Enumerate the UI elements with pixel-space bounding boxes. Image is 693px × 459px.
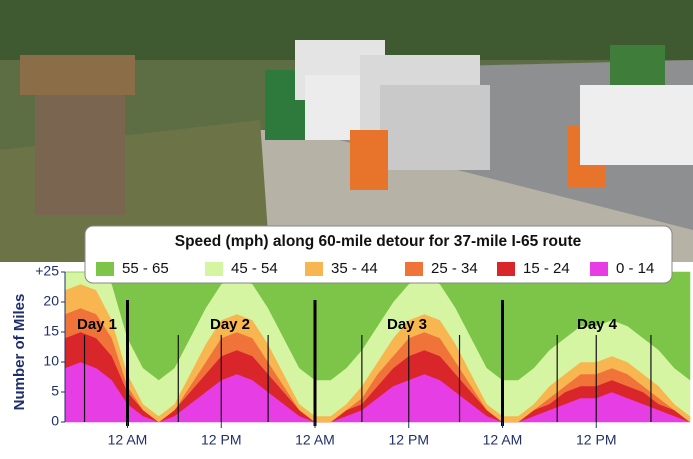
y-tick-label: +25	[35, 263, 59, 279]
legend-swatch	[305, 262, 323, 276]
legend-swatch	[590, 262, 608, 276]
legend-box	[84, 225, 673, 284]
legend-swatch	[405, 262, 423, 276]
plot-area	[64, 271, 691, 426]
legend-swatch	[96, 262, 114, 276]
x-tick-label: 12 AM	[295, 432, 335, 448]
day-label: Day 3	[387, 316, 427, 333]
legend-label: 45 - 54	[231, 260, 278, 277]
legend-label: 35 - 44	[331, 260, 378, 277]
legend-swatch	[497, 262, 515, 276]
x-tick-label: 12 PM	[201, 432, 241, 448]
legend-label: 15 - 24	[523, 260, 570, 277]
y-tick-label: 10	[43, 353, 59, 369]
day-label: Day 2	[210, 316, 250, 333]
photo	[0, 0, 693, 262]
x-tick-label: 12 PM	[576, 432, 616, 448]
chart-title: Speed (mph) along 60-mile detour for 37-…	[175, 233, 582, 250]
legend-label: 25 - 34	[431, 260, 478, 277]
y-tick-label: 20	[43, 293, 59, 309]
x-tick-label: 12 AM	[108, 432, 148, 448]
y-axis-title: Number of Miles	[11, 294, 28, 411]
y-tick-label: 0	[51, 413, 59, 429]
legend-label: 0 - 14	[616, 260, 654, 277]
legend-label: 55 - 65	[122, 260, 169, 277]
y-tick-label: 15	[43, 323, 59, 339]
x-tick-label: 12 AM	[483, 432, 523, 448]
day-label: Day 4	[577, 316, 618, 333]
legend-swatch	[205, 262, 223, 276]
x-tick-label: 12 PM	[389, 432, 429, 448]
day-label: Day 1	[77, 316, 117, 333]
y-tick-label: 5	[51, 383, 59, 399]
